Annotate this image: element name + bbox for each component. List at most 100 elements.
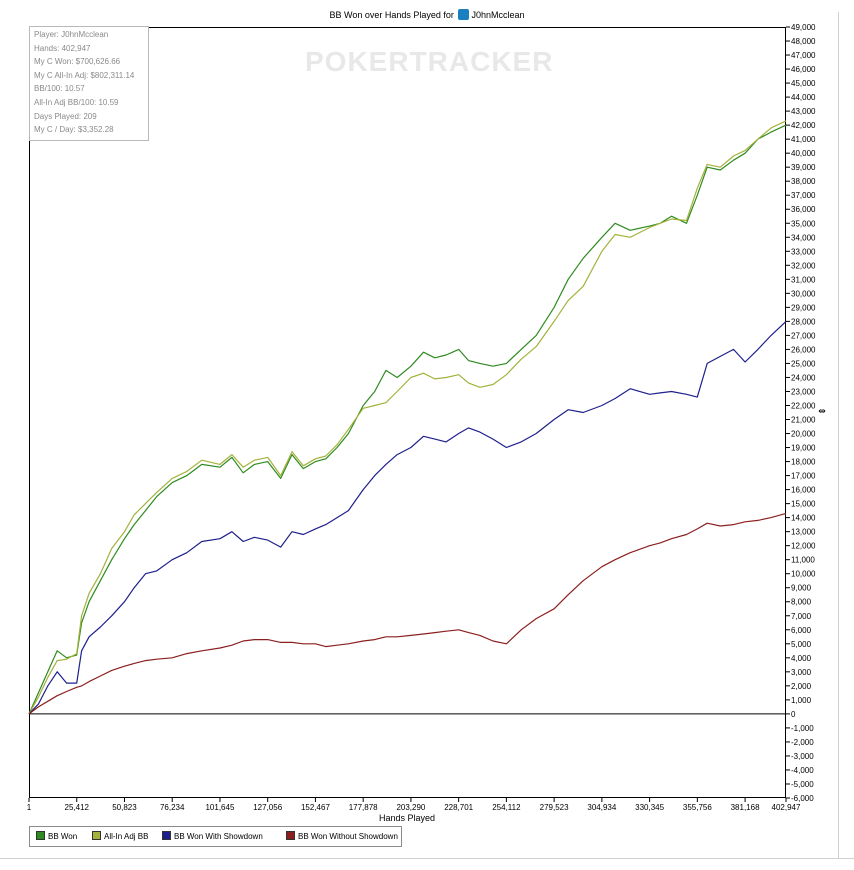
y-tick-label: 27,000 [791, 331, 816, 340]
y-tick-label: 35,000 [791, 219, 816, 228]
y-tick-label: 38,000 [791, 177, 816, 186]
x-tick-label: 254,112 [492, 803, 521, 812]
y-tick-label: 29,000 [791, 303, 816, 312]
x-tick-label: 330,345 [635, 803, 664, 812]
y-tick-label: 45,000 [791, 79, 816, 88]
series-line-bb-won [28, 124, 787, 715]
y-tick-label: 15,000 [791, 500, 816, 509]
x-tick-label: 152,467 [301, 803, 330, 812]
x-tick-label: 76,234 [160, 803, 185, 812]
y-axis: -6,000 -5,000 -4,000 -3,000 -2,000 -1,000 0 1,0… [786, 23, 816, 803]
legend-item[interactable]: BB Won With Showdown [162, 831, 263, 841]
stats-row: Player: J0hnMcclean [34, 30, 109, 39]
y-tick-label: 48,000 [791, 37, 816, 46]
y-tick-label: 47,000 [791, 51, 816, 60]
legend-item[interactable]: All-In Adj BB [92, 831, 148, 841]
series-line-all-in-adj-bb [28, 120, 787, 715]
y-tick-label: 41,000 [791, 135, 816, 144]
x-tick-label: 279,523 [540, 803, 569, 812]
y-tick-label: 21,000 [791, 416, 816, 425]
series-layer [28, 120, 787, 715]
x-tick-label: 381,168 [731, 803, 760, 812]
legend-swatch [162, 831, 171, 840]
y-tick-label: 19,000 [791, 444, 816, 453]
x-axis-label: Hands Played [379, 813, 435, 823]
y-tick-label: 10,000 [791, 570, 816, 579]
x-tick-label: 101,645 [205, 803, 234, 812]
stats-panel: Player: J0hnMcclean Hands: 402,947 My C Wo… [29, 26, 149, 141]
y-tick-label: 2,000 [791, 682, 812, 691]
y-tick-label: 0 [791, 710, 796, 719]
y-tick-label: 31,000 [791, 275, 816, 284]
x-tick-label: 355,756 [683, 803, 712, 812]
y-tick-label: -4,000 [791, 766, 814, 775]
y-tick-label: 30,000 [791, 289, 816, 298]
legend-label: BB Won Without Showdown [298, 832, 398, 841]
y-tick-label: 12,000 [791, 542, 816, 551]
y-tick-label: 40,000 [791, 149, 816, 158]
y-tick-label: 14,000 [791, 514, 816, 523]
y-tick-label: 4,000 [791, 654, 812, 663]
y-tick-label: 46,000 [791, 65, 816, 74]
y-tick-label: 22,000 [791, 401, 816, 410]
y-tick-label: 37,000 [791, 191, 816, 200]
x-tick-label: 304,934 [587, 803, 616, 812]
legend-item[interactable]: BB Won [36, 831, 77, 841]
y-tick-label: -2,000 [791, 738, 814, 747]
y-tick-label: 5,000 [791, 640, 812, 649]
legend-swatch [92, 831, 101, 840]
poker-site-icon [458, 9, 470, 20]
player-name: J0hnMcclean [471, 10, 525, 20]
window-right-border [838, 12, 839, 858]
y-tick-label: -1,000 [791, 724, 814, 733]
y-tick-label: 9,000 [791, 584, 812, 593]
stats-row: Hands: 402,947 [34, 43, 91, 53]
chart-title: BB Won over Hands Played for J0hnMcclean [0, 9, 854, 20]
y-tick-label: 23,000 [791, 387, 816, 396]
chart-title-text: BB Won over Hands Played for [329, 10, 454, 20]
stats-row: All-In Adj BB/100: 10.59 [34, 98, 119, 107]
y-tick-label: 8,000 [791, 598, 812, 607]
y-tick-label: 39,000 [791, 163, 816, 172]
stats-row: My C All-In Adj: $802,311.14 [34, 70, 135, 80]
y-tick-label: -3,000 [791, 752, 814, 761]
chart-legend: BB Won All-In Adj BB BB Won With Showdown B… [29, 826, 402, 847]
x-tick-label: 50,823 [112, 803, 137, 812]
y-tick-label: 34,000 [791, 233, 816, 242]
y-tick-label: 44,000 [791, 93, 816, 102]
legend-label: BB Won With Showdown [174, 832, 263, 841]
x-tick-label: 177,878 [349, 803, 378, 812]
x-tick-label: 127,056 [253, 803, 282, 812]
y-tick-label: 24,000 [791, 373, 816, 382]
y-tick-label: -6,000 [791, 794, 814, 803]
x-tick-label: 25,412 [65, 803, 90, 812]
x-tick-label: 402,947 [772, 803, 801, 812]
y-tick-label: 11,000 [791, 556, 815, 565]
stats-row: BB/100: 10.57 [34, 84, 85, 94]
y-tick-label: 43,000 [791, 107, 816, 116]
y-tick-label: 6,000 [791, 626, 812, 635]
x-tick-label: 228,701 [444, 803, 473, 812]
stats-row: My C Won: $700,626.66 [34, 57, 121, 67]
stats-row: Days Played: 209 [34, 111, 97, 121]
y-tick-label: -5,000 [791, 780, 814, 789]
y-tick-label: 13,000 [791, 528, 816, 537]
y-tick-label: 20,000 [791, 430, 816, 439]
legend-swatch [286, 831, 295, 840]
y-tick-label: 33,000 [791, 247, 816, 256]
x-tick-label: 1 [27, 803, 32, 812]
series-line-bb-won-with-showdown [28, 320, 787, 715]
legend-swatch [36, 831, 45, 840]
x-tick-label: 203,290 [396, 803, 425, 812]
legend-label: BB Won [48, 832, 78, 841]
stats-row: My C / Day: $3,352.28 [34, 125, 114, 135]
y-tick-label: 3,000 [791, 668, 812, 677]
pokertracker-watermark: POKERTRACKER [305, 46, 554, 77]
y-tick-label: 7,000 [791, 612, 812, 621]
y-tick-label: 36,000 [791, 205, 816, 214]
y-tick-label: 18,000 [791, 458, 816, 467]
y-axis-resize-icon: ⇹ [818, 407, 826, 417]
legend-item[interactable]: BB Won Without Showdown [286, 831, 398, 841]
y-tick-label: 32,000 [791, 261, 816, 270]
